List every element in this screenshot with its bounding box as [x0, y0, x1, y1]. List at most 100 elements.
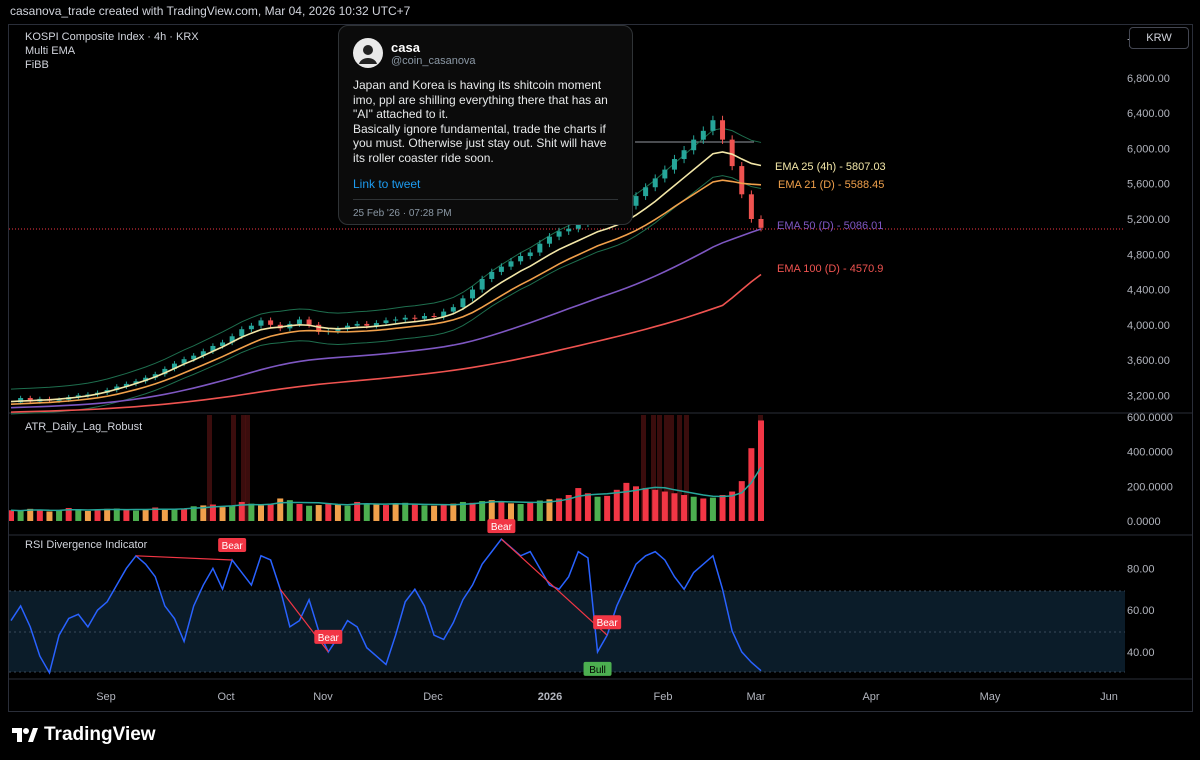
atr-bar — [36, 509, 43, 521]
atr-bar — [469, 502, 476, 521]
candle-body — [133, 381, 139, 384]
candle-body — [710, 120, 716, 131]
atr-bar — [200, 505, 207, 521]
atr-bar — [709, 497, 716, 521]
atr-bar — [508, 503, 514, 521]
candle-body — [508, 261, 514, 267]
candle-body — [421, 316, 427, 319]
candle-body — [143, 377, 149, 382]
price-axis: 7,200.006,800.006,400.006,000.005,600.00… — [1127, 38, 1173, 659]
price-tick-label: 5,200.00 — [1127, 214, 1170, 226]
bear-divergence-line — [135, 555, 233, 561]
candle-body — [566, 228, 572, 232]
currency-button[interactable]: KRW — [1129, 27, 1189, 49]
rsi-band — [9, 591, 1125, 672]
ema25-line — [10, 151, 762, 403]
atr-bar — [219, 507, 226, 521]
atr-tick-label: 600.0000 — [1127, 412, 1173, 424]
atr-bar — [402, 502, 409, 521]
candle-body — [229, 336, 235, 343]
candle-body — [402, 317, 408, 320]
atr-bar — [152, 507, 159, 521]
bull-badge — [583, 661, 612, 676]
atr-bar — [556, 498, 563, 521]
candle-body — [220, 342, 226, 346]
atr-bar — [700, 498, 707, 521]
atr-bar — [277, 498, 284, 521]
candle-body — [200, 351, 206, 356]
atr-bar — [748, 448, 755, 521]
candle-body — [691, 139, 697, 151]
atr-bar — [623, 482, 630, 521]
atr-bar — [498, 502, 505, 521]
atr-bar — [94, 510, 101, 521]
candle-body — [537, 243, 543, 253]
time-tick-label: Mar — [747, 691, 766, 703]
atr-highlight-zone — [657, 415, 662, 521]
candle-body — [739, 166, 745, 195]
atr-bar — [421, 505, 428, 521]
bull-badge-label: Bull — [589, 665, 606, 676]
atr-bar — [729, 491, 736, 521]
rsi-tick-label: 60.00 — [1127, 605, 1155, 617]
ema25-label: EMA 25 (4h) - 5807.03 — [775, 161, 886, 173]
candle-body — [123, 383, 129, 387]
atr-bar — [113, 508, 120, 521]
atr-highlight-zone — [684, 415, 689, 521]
atr-pane-title[interactable]: ATR_Daily_Lag_Robust — [25, 421, 143, 433]
bear-badge-label: Bear — [597, 618, 619, 629]
time-tick-label: Apr — [862, 691, 879, 703]
atr-average-line — [10, 466, 762, 512]
time-tick-label: Sep — [96, 691, 116, 703]
legend-symbol[interactable]: KOSPI Composite Index · 4h · KRX — [25, 31, 199, 43]
candle-body — [393, 319, 399, 321]
atr-bar — [8, 510, 14, 521]
price-tick-label: 6,400.00 — [1127, 108, 1170, 120]
tweet-divider — [353, 199, 618, 200]
bear-badge — [314, 629, 343, 644]
rsi-pane-title[interactable]: RSI Divergence Indicator — [25, 539, 148, 551]
candle-body — [527, 252, 533, 257]
atr-bar — [383, 505, 389, 521]
atr-bar — [575, 488, 582, 521]
candle-body — [652, 178, 658, 188]
price-tick-label: 3,200.00 — [1127, 390, 1170, 402]
candle-body — [720, 120, 726, 140]
time-tick-label: Dec — [423, 691, 443, 703]
candle-body — [114, 386, 120, 391]
atr-bar — [671, 493, 678, 521]
candle-body — [268, 320, 274, 325]
tradingview-logo[interactable]: TradingView — [12, 724, 156, 746]
candle-body — [383, 320, 389, 324]
tweet-link[interactable]: Link to tweet — [353, 177, 421, 191]
tradingview-logo-icon — [12, 728, 38, 742]
bollinger-lower — [10, 175, 762, 415]
atr-highlight-zone — [241, 415, 246, 521]
atr-bar — [27, 508, 34, 521]
candle-body — [748, 194, 754, 219]
atr-bar — [344, 505, 351, 521]
price-tick-label: 4,000.00 — [1127, 320, 1170, 332]
candle-body — [489, 271, 495, 279]
candle-body — [306, 319, 312, 325]
time-tick-label: Oct — [217, 691, 234, 703]
legend-indicator-multi-ema[interactable]: Multi EMA — [25, 45, 76, 57]
atr-highlight-zone — [641, 415, 646, 521]
candle-body — [248, 325, 254, 330]
candle-body — [162, 368, 168, 375]
ema50-label: EMA 50 (D) - 5086.01 — [777, 220, 883, 232]
atr-bar — [661, 491, 668, 521]
ema50-line — [10, 228, 762, 409]
chart-header: casanova_trade created with TradingView.… — [10, 4, 411, 18]
atr-bar — [488, 500, 495, 521]
legend-indicator-fibb[interactable]: FiBB — [25, 59, 49, 71]
atr-bar — [584, 493, 591, 521]
tradingview-brand-text: TradingView — [44, 724, 156, 745]
bear-divergence-line — [500, 538, 608, 636]
atr-bar — [306, 505, 313, 521]
time-tick-label: May — [980, 691, 1001, 703]
atr-bar — [133, 510, 139, 521]
bear-badge — [487, 519, 516, 534]
candle-body — [518, 256, 524, 262]
atr-bar — [315, 505, 322, 521]
